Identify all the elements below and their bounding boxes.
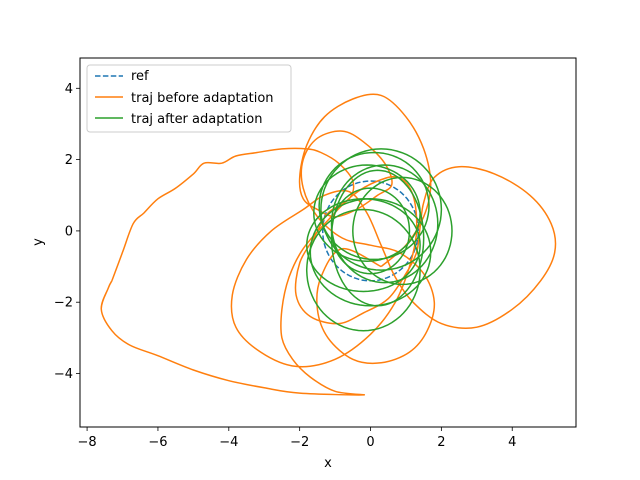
x-axis: −8 −6 −4 −2 0 2 4	[77, 427, 516, 450]
series-line	[330, 187, 411, 275]
series-line	[305, 198, 421, 293]
series-layer	[100, 93, 557, 396]
legend-label-before: traj before adaptation	[131, 91, 274, 106]
series-line	[318, 151, 430, 261]
y-tick-label: 4	[65, 82, 73, 97]
series-1	[100, 93, 557, 396]
y-tick-label: −4	[54, 367, 73, 382]
y-axis-label: y	[31, 238, 46, 246]
x-tick-label: 4	[508, 435, 516, 450]
y-tick-label: −2	[54, 296, 73, 311]
series-line	[305, 208, 421, 332]
plot-frame	[79, 57, 577, 428]
y-tick-label: 2	[65, 153, 73, 168]
series-line	[100, 147, 557, 396]
legend-box	[86, 64, 292, 133]
series-line	[320, 148, 443, 271]
series-line	[352, 176, 453, 286]
x-axis-label: x	[324, 456, 332, 471]
x-tick-label: 2	[437, 435, 445, 450]
series-line	[309, 198, 432, 307]
x-tick-label: −2	[290, 435, 309, 450]
x-tick-label: −6	[148, 435, 167, 450]
y-tick-label: 0	[65, 224, 73, 239]
series-2	[305, 148, 453, 332]
x-tick-label: −4	[219, 435, 238, 450]
legend-label-ref: ref	[131, 69, 149, 84]
legend-label-after: traj after adaptation	[131, 112, 262, 127]
legend: ref traj before adaptation traj after ad…	[86, 64, 292, 133]
y-axis: −4 −2 0 2 4	[54, 82, 80, 382]
series-line	[298, 93, 436, 365]
series-line	[313, 164, 421, 262]
x-tick-label: −8	[77, 435, 96, 450]
x-tick-label: 0	[366, 435, 374, 450]
